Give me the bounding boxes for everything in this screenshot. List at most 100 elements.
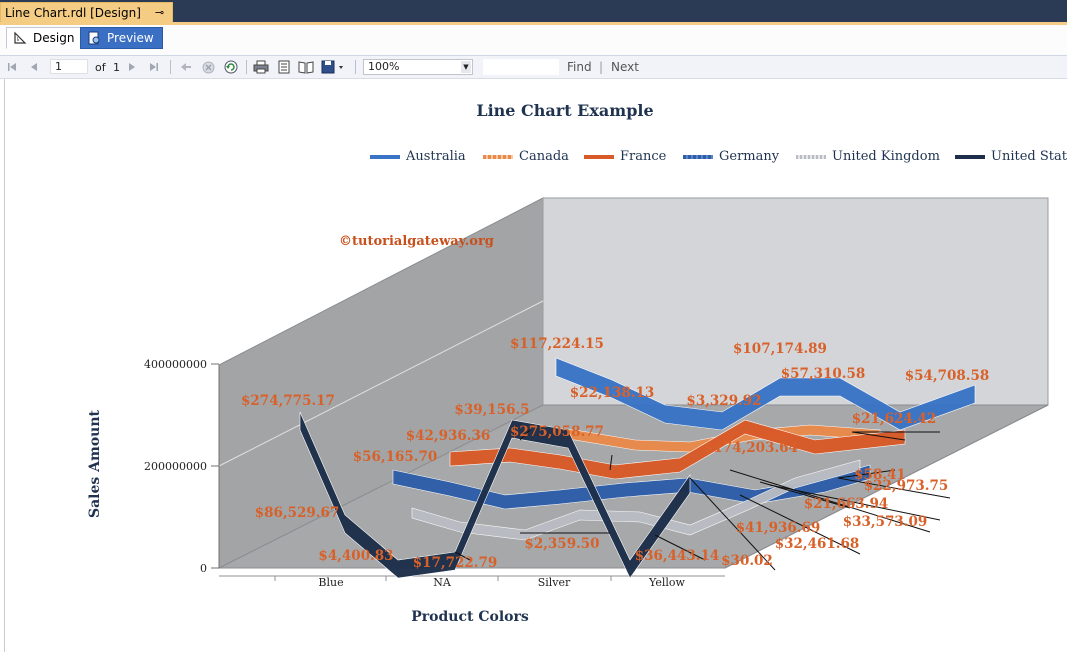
legend-swatch — [584, 154, 614, 159]
next-page-icon[interactable] — [126, 59, 138, 75]
data-label: $107,174.89 — [733, 341, 827, 357]
data-label: $58.41 — [854, 467, 906, 483]
document-tab[interactable]: Line Chart.rdl [Design] ⊸ — [0, 2, 174, 22]
data-label: $57,310.58 — [781, 366, 866, 382]
design-ruler-icon — [14, 31, 27, 44]
callout-line — [609, 454, 613, 471]
x-axis-title: Product Colors — [411, 609, 529, 625]
print-layout-icon[interactable] — [275, 59, 293, 75]
preview-report-icon — [88, 31, 100, 45]
find-separator: | — [599, 60, 604, 74]
toolbar-separator — [355, 60, 356, 74]
ribbon-australia — [555, 357, 976, 431]
chevron-down-icon[interactable]: ▼ — [461, 61, 471, 73]
y-axis-title: Sales Amount — [87, 410, 103, 519]
tab-design-label: Design — [33, 31, 75, 45]
watermark: ©tutorialgateway.org — [339, 234, 494, 249]
callout-line — [739, 494, 861, 555]
data-label: $17,722.79 — [413, 555, 498, 571]
document-tab-title: Line Chart.rdl [Design] — [5, 5, 141, 20]
tab-preview-label: Preview — [107, 31, 154, 45]
callout-line — [837, 477, 951, 499]
legend-label: Australia — [406, 149, 466, 164]
x-tick-label: NA — [433, 576, 452, 589]
last-page-icon[interactable] — [148, 59, 160, 75]
data-label: $274,775.17 — [241, 393, 335, 409]
toolbar-separator — [170, 60, 171, 74]
find-input[interactable] — [483, 59, 559, 75]
legend-item-united-kingdom: United Kingdom — [796, 149, 940, 164]
pin-icon[interactable]: ⊸ — [154, 6, 165, 19]
data-label: $32,461.68 — [775, 536, 860, 552]
legend-label: United Kingdom — [832, 149, 940, 164]
callout-line — [759, 481, 851, 509]
export-icon[interactable] — [320, 59, 346, 75]
data-label: $4,400.83 — [318, 548, 393, 564]
ribbon-france — [449, 419, 906, 480]
ribbon-united-kingdom — [411, 459, 861, 541]
legend-item-canada: Canada — [483, 149, 569, 164]
data-label: $2,359.50 — [524, 536, 599, 552]
ribbon-germany — [392, 464, 871, 510]
tab-design[interactable]: Design — [6, 27, 84, 49]
legend-item-germany: Germany — [683, 149, 779, 164]
legend-label: Canada — [519, 149, 569, 164]
callout-line — [519, 429, 531, 441]
page-of-label: of — [95, 61, 106, 74]
document-tab-strip — [0, 0, 1067, 22]
first-page-icon[interactable] — [6, 59, 18, 75]
x-tick-label: Blue — [318, 576, 343, 589]
data-label: $275,058.77 — [510, 424, 604, 440]
legend-item-france: France — [584, 149, 666, 164]
legend-swatch — [683, 154, 713, 159]
chart-title: Line Chart Example — [476, 101, 654, 120]
callout-line — [729, 469, 931, 533]
legend-swatch — [796, 154, 826, 159]
data-label: $21,624.42 — [852, 411, 937, 427]
previous-page-icon[interactable] — [28, 59, 40, 75]
ribbon-united-states — [299, 411, 691, 579]
y-tick-label: 200000000 — [144, 460, 207, 473]
data-label: $174,203.64 — [704, 440, 798, 456]
data-label: $30.02 — [721, 553, 773, 569]
print-icon[interactable] — [252, 59, 270, 75]
data-label: $33,573.09 — [843, 514, 928, 530]
refresh-icon[interactable] — [223, 59, 239, 75]
data-label: $22,973.75 — [864, 478, 949, 494]
x-tick-label: Silver — [538, 576, 571, 589]
page-total: 1 — [113, 61, 120, 74]
legend-swatch — [483, 154, 513, 159]
stop-icon[interactable] — [201, 59, 215, 75]
find-link[interactable]: Find — [567, 60, 592, 74]
page-setup-icon[interactable] — [297, 59, 315, 75]
back-to-parent-icon[interactable] — [179, 59, 193, 75]
tab-preview[interactable]: Preview — [80, 27, 163, 49]
legend-swatch — [955, 154, 985, 159]
callout-line — [851, 431, 906, 441]
legend-swatch — [370, 154, 400, 159]
data-label: $41,936.69 — [736, 520, 821, 536]
x-tick-label: Yellow — [648, 576, 685, 589]
data-label: $42,936.36 — [406, 428, 491, 444]
callout-line — [689, 477, 776, 571]
y-tick-label: 400000000 — [144, 358, 207, 371]
legend-label: France — [620, 149, 667, 164]
next-link[interactable]: Next — [611, 60, 639, 74]
data-label: $54,708.58 — [905, 368, 990, 384]
page-number-input[interactable]: 1 — [50, 59, 88, 74]
legend-label: Germany — [719, 149, 780, 164]
callout-line — [654, 534, 706, 561]
toolbar-separator — [246, 60, 247, 74]
data-label: $56,165.70 — [353, 449, 438, 465]
data-label: $3,329.92 — [686, 393, 761, 409]
callout-line — [837, 469, 896, 479]
zoom-select[interactable]: 100% ▼ — [363, 59, 473, 75]
data-label: $117,224.15 — [510, 336, 604, 352]
tab-underline — [0, 22, 1067, 25]
callout-line — [454, 551, 471, 561]
y-tick-label: 0 — [200, 562, 207, 575]
data-label: $86,529.67 — [255, 505, 340, 521]
zoom-value: 100% — [368, 60, 400, 73]
data-label: $21,663.94 — [804, 496, 889, 512]
